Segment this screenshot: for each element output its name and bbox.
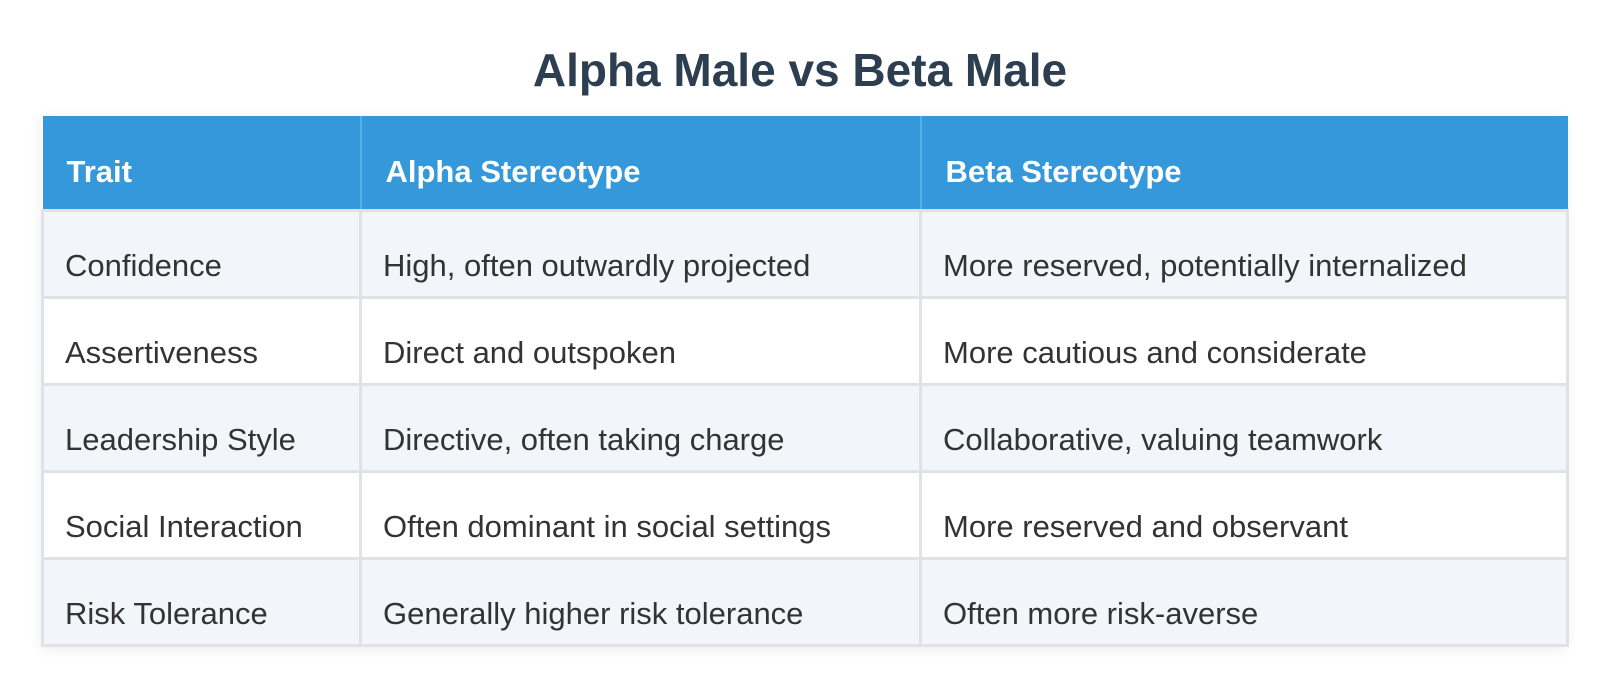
trait-cell: Confidence <box>41 208 362 299</box>
beta-cell: Often more risk-averse <box>919 556 1569 647</box>
table-row: Risk Tolerance Generally higher risk tol… <box>41 556 1569 647</box>
header-alpha-stereotype: Alpha Stereotype <box>360 116 922 210</box>
alpha-cell: Often dominant in social settings <box>359 469 922 560</box>
trait-cell: Leadership Style <box>41 382 362 473</box>
header-beta-stereotype: Beta Stereotype <box>920 116 1568 210</box>
beta-cell: More reserved, potentially internalized <box>919 208 1569 299</box>
table-row: Confidence High, often outwardly project… <box>41 208 1569 299</box>
alpha-cell: High, often outwardly projected <box>359 208 922 299</box>
beta-cell: More reserved and observant <box>919 469 1569 560</box>
table-row: Social Interaction Often dominant in soc… <box>41 469 1569 560</box>
page-title: Alpha Male vs Beta Male <box>532 44 1068 96</box>
alpha-cell: Direct and outspoken <box>359 295 922 386</box>
trait-cell: Risk Tolerance <box>41 556 362 647</box>
trait-cell: Social Interaction <box>41 469 362 560</box>
header-trait: Trait <box>42 116 362 210</box>
table-row: Assertiveness Direct and outspoken More … <box>41 295 1569 386</box>
table-header-row: Trait Alpha Stereotype Beta Stereotype <box>42 116 1568 210</box>
alpha-cell: Directive, often taking charge <box>359 382 922 473</box>
beta-cell: Collaborative, valuing teamwork <box>919 382 1569 473</box>
trait-cell: Assertiveness <box>41 295 362 386</box>
table-row: Leadership Style Directive, often taking… <box>41 382 1569 473</box>
beta-cell: More cautious and considerate <box>919 295 1569 386</box>
comparison-table-container: Trait Alpha Stereotype Beta Stereotype C… <box>41 116 1569 647</box>
alpha-cell: Generally higher risk tolerance <box>359 556 922 647</box>
comparison-table: Trait Alpha Stereotype Beta Stereotype C… <box>41 116 1569 647</box>
